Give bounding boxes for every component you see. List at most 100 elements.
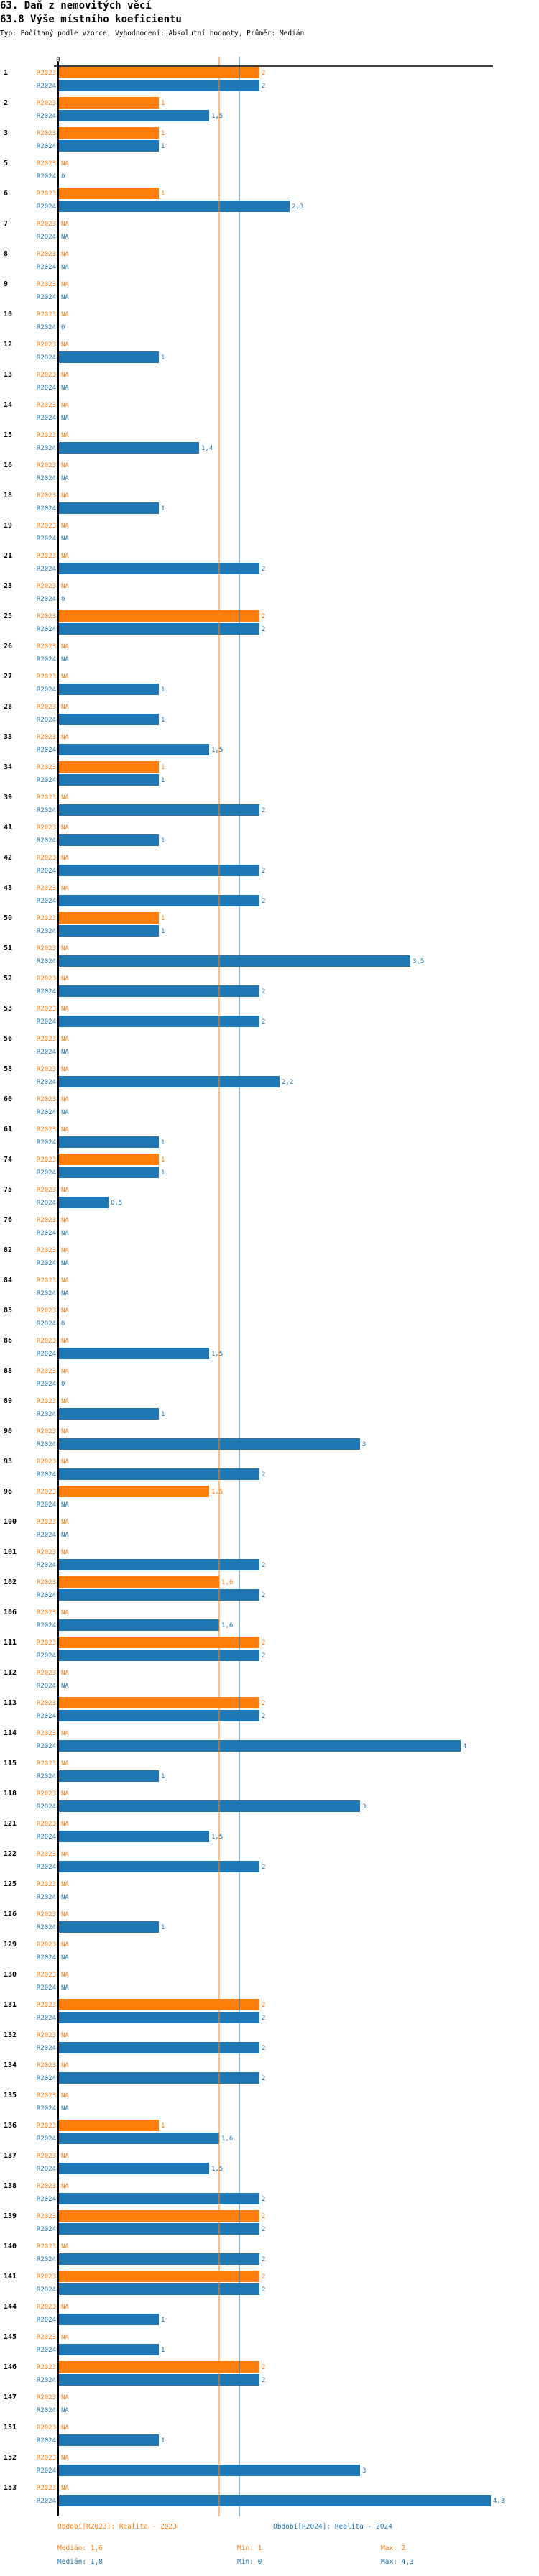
series-label-r2023: R2023 (37, 1972, 56, 1979)
value-label: 3 (362, 2467, 366, 2475)
bar-r2024 (58, 1559, 259, 1570)
bar-group: 39 R2023 NA R2024 2 (4, 794, 265, 816)
group-label: 3 (4, 129, 8, 137)
bar-group: 7 R2023 NA R2024 NA (4, 220, 69, 241)
value-label: 2 (262, 1639, 265, 1647)
series-label-r2023: R2023 (37, 2243, 56, 2250)
group-label: 112 (4, 1669, 17, 1677)
value-label: NA (61, 1109, 69, 1116)
group-label: 144 (4, 2303, 17, 2311)
series-label-r2023: R2023 (37, 2394, 56, 2401)
legend-r2024: Období[R2024]: Realita - 2024 (273, 2523, 392, 2531)
group-label: 26 (4, 643, 12, 650)
value-label: 1 (161, 1139, 165, 1146)
group-label: 53 (4, 1005, 12, 1013)
value-label: 1 (161, 717, 165, 724)
group-label: 42 (4, 854, 12, 862)
group-label: 6 (4, 190, 8, 198)
series-label-r2023: R2023 (37, 2455, 56, 2462)
series-label-r2023: R2023 (37, 704, 56, 711)
group-label: 138 (4, 2182, 17, 2190)
series-label-r2023: R2023 (37, 734, 56, 741)
value-label: NA (61, 1670, 69, 1677)
value-label: 1,6 (221, 2135, 233, 2143)
bar-r2023 (58, 1154, 159, 1165)
value-label: 2 (262, 1713, 265, 1720)
series-label-r2024: R2024 (37, 264, 56, 271)
series-label-r2024: R2024 (37, 1924, 56, 1931)
bar-group: 34 R2023 1 R2024 1 (4, 761, 165, 786)
bar-r2024 (58, 2465, 360, 2476)
series-label-r2024: R2024 (37, 1351, 56, 1358)
group-label: 19 (4, 522, 12, 530)
series-label-r2024: R2024 (37, 83, 56, 90)
value-label: NA (61, 1217, 69, 1224)
value-label: NA (61, 1984, 69, 1992)
bar-group: 1 R2023 2 R2024 2 (4, 67, 265, 91)
value-label: 2 (262, 2015, 265, 2022)
value-label: NA (61, 2062, 69, 2069)
bar-group: 141 R2023 2 R2024 2 (4, 2271, 265, 2295)
series-label-r2023: R2023 (37, 221, 56, 228)
series-label-r2024: R2024 (37, 807, 56, 814)
value-label: NA (61, 1911, 69, 1918)
series-label-r2024: R2024 (37, 747, 56, 754)
bar-r2023 (58, 1486, 209, 1497)
group-label: 74 (4, 1156, 12, 1164)
group-label: 85 (4, 1307, 12, 1315)
series-label-r2023: R2023 (37, 1700, 56, 1707)
value-label: 2 (262, 807, 265, 814)
bar-r2024 (58, 865, 259, 876)
value-label: NA (61, 535, 69, 543)
bar-group: 85 R2023 NA R2024 0 (4, 1307, 69, 1328)
bar-r2024 (58, 442, 199, 454)
group-label: 34 (4, 763, 12, 771)
bar-r2024 (58, 774, 159, 786)
value-label: 0 (61, 596, 65, 603)
bar-r2024 (58, 895, 259, 906)
bar-r2023 (58, 188, 159, 199)
group-label: 118 (4, 1790, 17, 1798)
value-label: NA (61, 1730, 69, 1737)
value-label: NA (61, 656, 69, 663)
bar-r2024 (58, 804, 259, 816)
series-label-r2023: R2023 (37, 1096, 56, 1103)
value-label: NA (61, 462, 69, 469)
series-label-r2024: R2024 (37, 1683, 56, 1690)
group-label: 82 (4, 1246, 12, 1254)
series-label-r2023: R2023 (37, 2092, 56, 2099)
series-label-r2023: R2023 (37, 130, 56, 137)
bar-group: 151 R2023 NA R2024 1 (4, 2424, 165, 2446)
bar-r2024 (58, 684, 159, 695)
group-label: 129 (4, 1941, 17, 1949)
series-label-r2023: R2023 (37, 1489, 56, 1496)
series-label-r2024: R2024 (37, 143, 56, 150)
bar-r2024 (58, 2223, 259, 2235)
value-label: NA (61, 1683, 69, 1690)
group-label: 28 (4, 703, 12, 711)
series-label-r2024: R2024 (37, 535, 56, 543)
value-label: NA (61, 2304, 69, 2311)
group-label: 135 (4, 2092, 17, 2099)
series-label-r2024: R2024 (37, 1260, 56, 1267)
bar-group: 140 R2023 NA R2024 2 (4, 2242, 265, 2265)
series-label-r2024: R2024 (37, 385, 56, 392)
series-label-r2024: R2024 (37, 777, 56, 784)
series-label-r2023: R2023 (37, 2062, 56, 2069)
series-label-r2023: R2023 (37, 1730, 56, 1737)
series-label-r2023: R2023 (37, 764, 56, 771)
bar-r2023 (58, 761, 159, 773)
bar-r2024 (58, 955, 410, 967)
series-label-r2023: R2023 (37, 583, 56, 590)
group-label: 140 (4, 2242, 17, 2250)
series-label-r2024: R2024 (37, 2015, 56, 2022)
value-label: 2 (262, 2273, 265, 2281)
group-label: 146 (4, 2363, 17, 2371)
bar-group: 28 R2023 NA R2024 1 (4, 703, 165, 725)
series-label-r2023: R2023 (37, 1790, 56, 1798)
series-label-r2024: R2024 (37, 1954, 56, 1961)
group-label: 89 (4, 1397, 12, 1405)
bar-group: 90 R2023 NA R2024 3 (4, 1427, 366, 1450)
group-label: 2 (4, 99, 8, 107)
value-label: 2 (262, 2075, 265, 2082)
